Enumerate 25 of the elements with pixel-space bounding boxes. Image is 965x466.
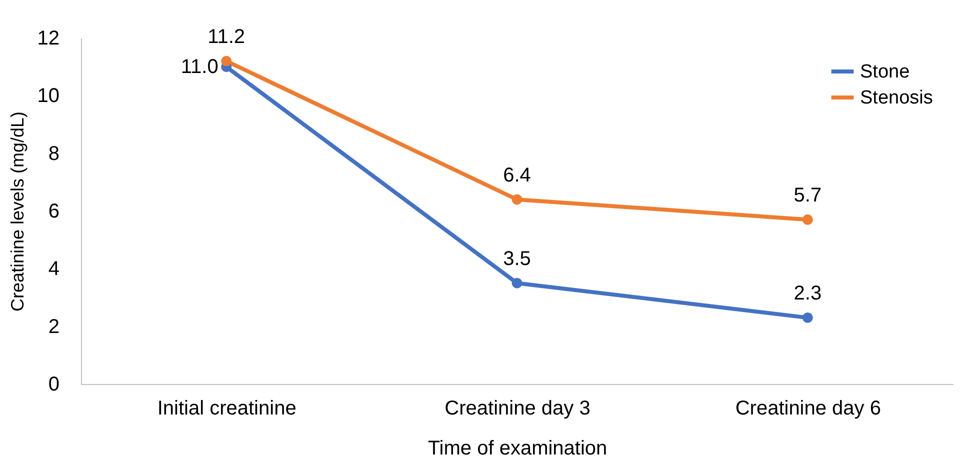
y-tick-label: 12 xyxy=(37,28,60,50)
legend-label: Stone xyxy=(860,62,910,82)
legend-label: Stenosis xyxy=(860,88,933,108)
y-tick-label: 2 xyxy=(48,316,60,338)
x-tick-label: Initial creatinine xyxy=(157,398,296,420)
point xyxy=(512,278,522,288)
y-tick-label: 6 xyxy=(48,200,60,222)
x-tick-label: Creatinine day 3 xyxy=(444,398,590,420)
x-axis-title: Time of examination xyxy=(428,438,608,460)
data-label: 6.4 xyxy=(503,164,531,186)
x-tick-label: Creatinine day 6 xyxy=(735,398,881,420)
data-label: 3.5 xyxy=(503,248,531,270)
point xyxy=(802,214,813,225)
data-label: 2.3 xyxy=(794,282,822,305)
point xyxy=(802,312,813,323)
data-label: 5.7 xyxy=(794,184,822,207)
y-tick-label: 0 xyxy=(48,374,60,396)
data-label: 11.2 xyxy=(208,26,246,48)
y-axis-title: Creatinine levels (mg/dL) xyxy=(7,111,28,312)
point xyxy=(221,56,232,66)
y-tick-label: 8 xyxy=(48,142,60,165)
point xyxy=(512,194,522,205)
y-tick-label: 4 xyxy=(48,258,60,280)
data-label: 11.0 xyxy=(180,56,218,78)
y-tick-label: 10 xyxy=(37,85,60,108)
